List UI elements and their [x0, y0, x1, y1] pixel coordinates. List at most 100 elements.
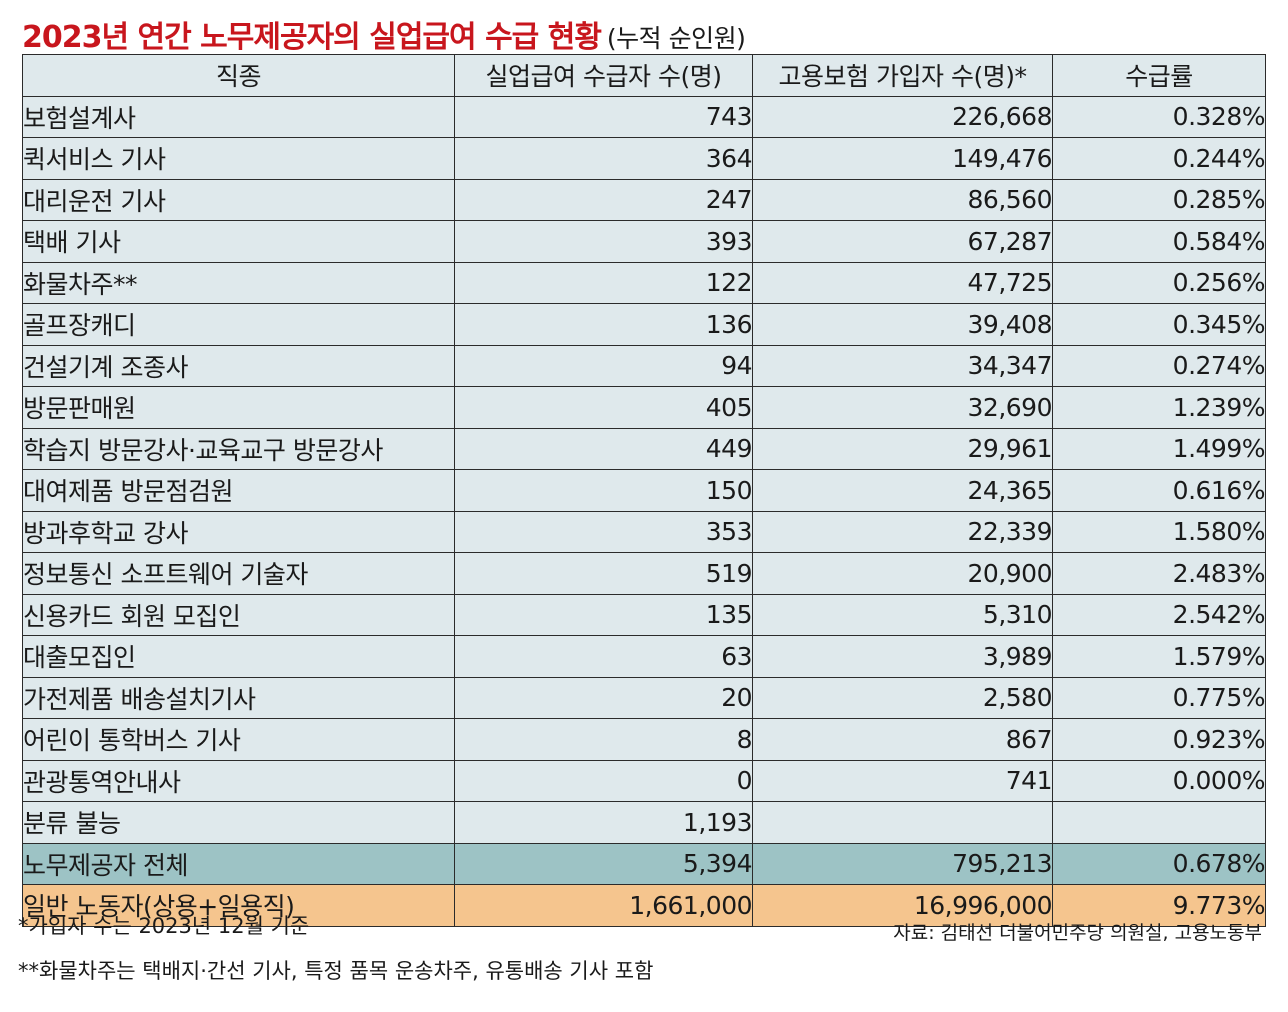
occupation-cell: 일반 노동자(상용+일용직): [22, 884, 455, 927]
title-subtitle: (누적 순인원): [606, 24, 746, 53]
recipients-cell: 122: [454, 261, 753, 304]
header-recipients: 실업급여 수급자 수(명): [454, 54, 753, 97]
occupation-cell: 대출모집인: [22, 635, 455, 678]
recipients-cell: 247: [454, 178, 753, 221]
rate-cell: 0.328%: [1052, 95, 1266, 138]
recipients-cell: 519: [454, 552, 753, 595]
rate-cell: 1.580%: [1052, 510, 1266, 553]
insured-cell: 741: [752, 759, 1053, 802]
table-header-row: 직종 실업급여 수급자 수(명) 고용보험 가입자 수(명)* 수급률: [22, 54, 1266, 97]
table-row: 방문판매원 405 32,690 1.239%: [22, 386, 1266, 429]
insured-cell: 22,339: [752, 510, 1053, 553]
recipients-cell: 63: [454, 635, 753, 678]
insured-cell: 20,900: [752, 552, 1053, 595]
insured-cell: 226,668: [752, 95, 1053, 138]
table-row: 퀵서비스 기사 364 149,476 0.244%: [22, 137, 1266, 180]
recipients-cell: 0: [454, 759, 753, 802]
occupation-cell: 관광통역안내사: [22, 759, 455, 802]
rate-cell: 0.923%: [1052, 718, 1266, 761]
occupation-cell: 방과후학교 강사: [22, 510, 455, 553]
table-row: 가전제품 배송설치기사 20 2,580 0.775%: [22, 676, 1266, 719]
occupation-cell: 학습지 방문강사·교육교구 방문강사: [22, 427, 455, 470]
table-row: 분류 불능 1,193: [22, 801, 1266, 844]
footnote-insured-basis: *가입자 수는 2023년 12월 기준: [18, 914, 310, 938]
insured-cell: [752, 801, 1053, 844]
rate-cell: 0.000%: [1052, 759, 1266, 802]
recipients-cell: 20: [454, 676, 753, 719]
header-rate: 수급률: [1052, 54, 1266, 97]
insured-cell: 29,961: [752, 427, 1053, 470]
occupation-cell: 퀵서비스 기사: [22, 137, 455, 180]
occupation-cell: 건설기계 조종사: [22, 344, 455, 387]
general-worker-row: 일반 노동자(상용+일용직) 1,661,000 16,996,000 9.773%: [22, 884, 1266, 927]
insured-cell: 867: [752, 718, 1053, 761]
recipients-cell: 135: [454, 593, 753, 636]
insured-cell: 34,347: [752, 344, 1053, 387]
rate-cell: 0.256%: [1052, 261, 1266, 304]
occupation-cell: 노무제공자 전체: [22, 842, 455, 885]
insured-cell: 3,989: [752, 635, 1053, 678]
header-insured: 고용보험 가입자 수(명)*: [752, 54, 1053, 97]
insured-cell: 2,580: [752, 676, 1053, 719]
recipients-cell: 449: [454, 427, 753, 470]
rate-cell: 0.775%: [1052, 676, 1266, 719]
rate-cell: 0.274%: [1052, 344, 1266, 387]
recipients-cell: 5,394: [454, 842, 753, 885]
occupation-cell: 신용카드 회원 모집인: [22, 593, 455, 636]
recipients-cell: 743: [454, 95, 753, 138]
rate-cell: 0.616%: [1052, 469, 1266, 512]
table-row: 정보통신 소프트웨어 기술자 519 20,900 2.483%: [22, 552, 1266, 595]
table-row: 골프장캐디 136 39,408 0.345%: [22, 303, 1266, 346]
table-row: 대출모집인 63 3,989 1.579%: [22, 635, 1266, 678]
insured-cell: 47,725: [752, 261, 1053, 304]
rate-cell: 0.285%: [1052, 178, 1266, 221]
table-row: 건설기계 조종사 94 34,347 0.274%: [22, 344, 1266, 387]
occupation-cell: 대여제품 방문점검원: [22, 469, 455, 512]
table-row: 화물차주** 122 47,725 0.256%: [22, 261, 1266, 304]
rate-cell: 2.483%: [1052, 552, 1266, 595]
occupation-cell: 어린이 통학버스 기사: [22, 718, 455, 761]
page-title: 2023년 연간 노무제공자의 실업급여 수급 현황 (누적 순인원): [22, 12, 746, 56]
insured-cell: 795,213: [752, 842, 1053, 885]
rate-cell: 0.678%: [1052, 842, 1266, 885]
occupation-cell: 정보통신 소프트웨어 기술자: [22, 552, 455, 595]
rate-cell: 0.345%: [1052, 303, 1266, 346]
insured-cell: 32,690: [752, 386, 1053, 429]
rate-cell: 0.584%: [1052, 220, 1266, 263]
recipients-cell: 136: [454, 303, 753, 346]
table-row: 방과후학교 강사 353 22,339 1.580%: [22, 510, 1266, 553]
insured-cell: 86,560: [752, 178, 1053, 221]
insured-cell: 149,476: [752, 137, 1053, 180]
table-row: 보험설계사 743 226,668 0.328%: [22, 95, 1266, 138]
rate-cell: 2.542%: [1052, 593, 1266, 636]
table-row: 대여제품 방문점검원 150 24,365 0.616%: [22, 469, 1266, 512]
total-row: 노무제공자 전체 5,394 795,213 0.678%: [22, 842, 1266, 885]
insured-cell: 39,408: [752, 303, 1053, 346]
recipients-cell: 150: [454, 469, 753, 512]
footnote-cargo-owner: **화물차주는 택배지·간선 기사, 특정 품목 운송차주, 유통배송 기사 포…: [18, 959, 654, 983]
occupation-cell: 골프장캐디: [22, 303, 455, 346]
benefit-table: 직종 실업급여 수급자 수(명) 고용보험 가입자 수(명)* 수급률 보험설계…: [22, 54, 1266, 927]
occupation-cell: 택배 기사: [22, 220, 455, 263]
insured-cell: 5,310: [752, 593, 1053, 636]
table-row: 어린이 통학버스 기사 8 867 0.923%: [22, 718, 1266, 761]
recipients-cell: 353: [454, 510, 753, 553]
occupation-cell: 화물차주**: [22, 261, 455, 304]
recipients-cell: 1,193: [454, 801, 753, 844]
table-row: 관광통역안내사 0 741 0.000%: [22, 759, 1266, 802]
recipients-cell: 405: [454, 386, 753, 429]
rate-cell: 1.239%: [1052, 386, 1266, 429]
occupation-cell: 대리운전 기사: [22, 178, 455, 221]
table-row: 대리운전 기사 247 86,560 0.285%: [22, 178, 1266, 221]
rate-cell: 9.773%: [1052, 884, 1266, 927]
recipients-cell: 393: [454, 220, 753, 263]
header-occupation: 직종: [22, 54, 455, 97]
table-row: 신용카드 회원 모집인 135 5,310 2.542%: [22, 593, 1266, 636]
occupation-cell: 가전제품 배송설치기사: [22, 676, 455, 719]
recipients-cell: 8: [454, 718, 753, 761]
occupation-cell: 보험설계사: [22, 95, 455, 138]
rate-cell: 1.499%: [1052, 427, 1266, 470]
rate-cell: 1.579%: [1052, 635, 1266, 678]
occupation-cell: 방문판매원: [22, 386, 455, 429]
table-row: 학습지 방문강사·교육교구 방문강사 449 29,961 1.499%: [22, 427, 1266, 470]
